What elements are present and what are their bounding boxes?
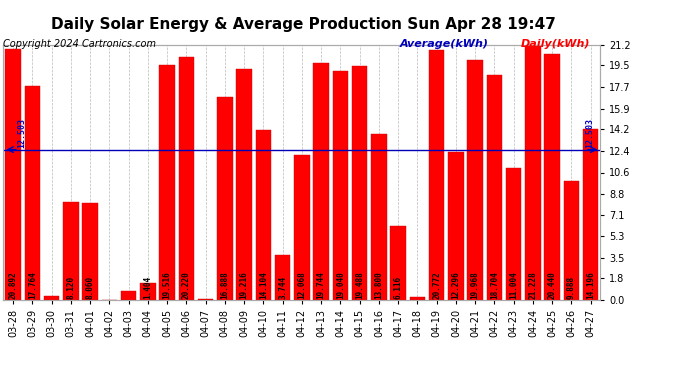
Text: 12.503: 12.503 bbox=[17, 118, 26, 148]
Bar bbox=[140, 283, 155, 300]
Bar bbox=[333, 71, 348, 300]
Bar bbox=[25, 86, 40, 300]
Bar bbox=[217, 97, 233, 300]
Bar bbox=[410, 297, 425, 300]
Text: 12.296: 12.296 bbox=[451, 272, 460, 299]
Text: 19.968: 19.968 bbox=[471, 272, 480, 299]
Bar bbox=[179, 57, 194, 300]
Text: 14.104: 14.104 bbox=[259, 272, 268, 299]
Bar bbox=[82, 203, 98, 300]
Bar bbox=[256, 130, 271, 300]
Bar bbox=[294, 155, 310, 300]
Bar bbox=[486, 75, 502, 300]
Bar bbox=[544, 54, 560, 300]
Bar bbox=[506, 168, 522, 300]
Bar bbox=[371, 134, 386, 300]
Bar bbox=[198, 298, 213, 300]
Text: 3.744: 3.744 bbox=[278, 276, 287, 299]
Text: Daily Solar Energy & Average Production Sun Apr 28 19:47: Daily Solar Energy & Average Production … bbox=[51, 17, 556, 32]
Text: 9.888: 9.888 bbox=[567, 276, 576, 299]
Text: 12.068: 12.068 bbox=[297, 272, 306, 299]
Text: 20.772: 20.772 bbox=[432, 272, 441, 299]
Bar bbox=[564, 181, 579, 300]
Bar bbox=[237, 69, 252, 300]
Text: 20.220: 20.220 bbox=[182, 272, 191, 299]
Bar bbox=[391, 226, 406, 300]
Text: 19.488: 19.488 bbox=[355, 272, 364, 299]
Text: Daily(kWh): Daily(kWh) bbox=[521, 39, 591, 50]
Text: 19.744: 19.744 bbox=[317, 272, 326, 299]
Bar bbox=[352, 66, 367, 300]
Bar bbox=[525, 45, 541, 300]
Bar bbox=[429, 50, 444, 300]
Text: Copyright 2024 Cartronics.com: Copyright 2024 Cartronics.com bbox=[3, 39, 157, 50]
Text: 8.120: 8.120 bbox=[66, 276, 75, 299]
Bar bbox=[313, 63, 329, 300]
Text: 17.764: 17.764 bbox=[28, 272, 37, 299]
Text: Average(kWh): Average(kWh) bbox=[400, 39, 489, 50]
Text: 20.892: 20.892 bbox=[8, 272, 17, 299]
Text: 21.228: 21.228 bbox=[529, 272, 538, 299]
Bar bbox=[159, 65, 175, 300]
Bar bbox=[275, 255, 290, 300]
Text: 1.404: 1.404 bbox=[144, 276, 152, 299]
Bar bbox=[6, 49, 21, 300]
Text: 19.216: 19.216 bbox=[239, 272, 248, 299]
Text: 18.704: 18.704 bbox=[490, 272, 499, 299]
Text: 13.800: 13.800 bbox=[375, 272, 384, 299]
Bar bbox=[583, 129, 598, 300]
Bar bbox=[44, 296, 59, 300]
Text: 14.196: 14.196 bbox=[586, 272, 595, 299]
Text: 19.040: 19.040 bbox=[336, 272, 345, 299]
Bar bbox=[448, 152, 464, 300]
Text: 12.503: 12.503 bbox=[585, 118, 594, 148]
Text: 6.116: 6.116 bbox=[393, 276, 403, 299]
Text: 8.060: 8.060 bbox=[86, 276, 95, 299]
Bar bbox=[467, 60, 483, 300]
Bar bbox=[63, 202, 79, 300]
Text: 20.440: 20.440 bbox=[548, 272, 557, 299]
Text: 16.888: 16.888 bbox=[220, 272, 229, 299]
Bar bbox=[121, 291, 137, 300]
Text: 11.004: 11.004 bbox=[509, 272, 518, 299]
Text: 19.516: 19.516 bbox=[163, 272, 172, 299]
